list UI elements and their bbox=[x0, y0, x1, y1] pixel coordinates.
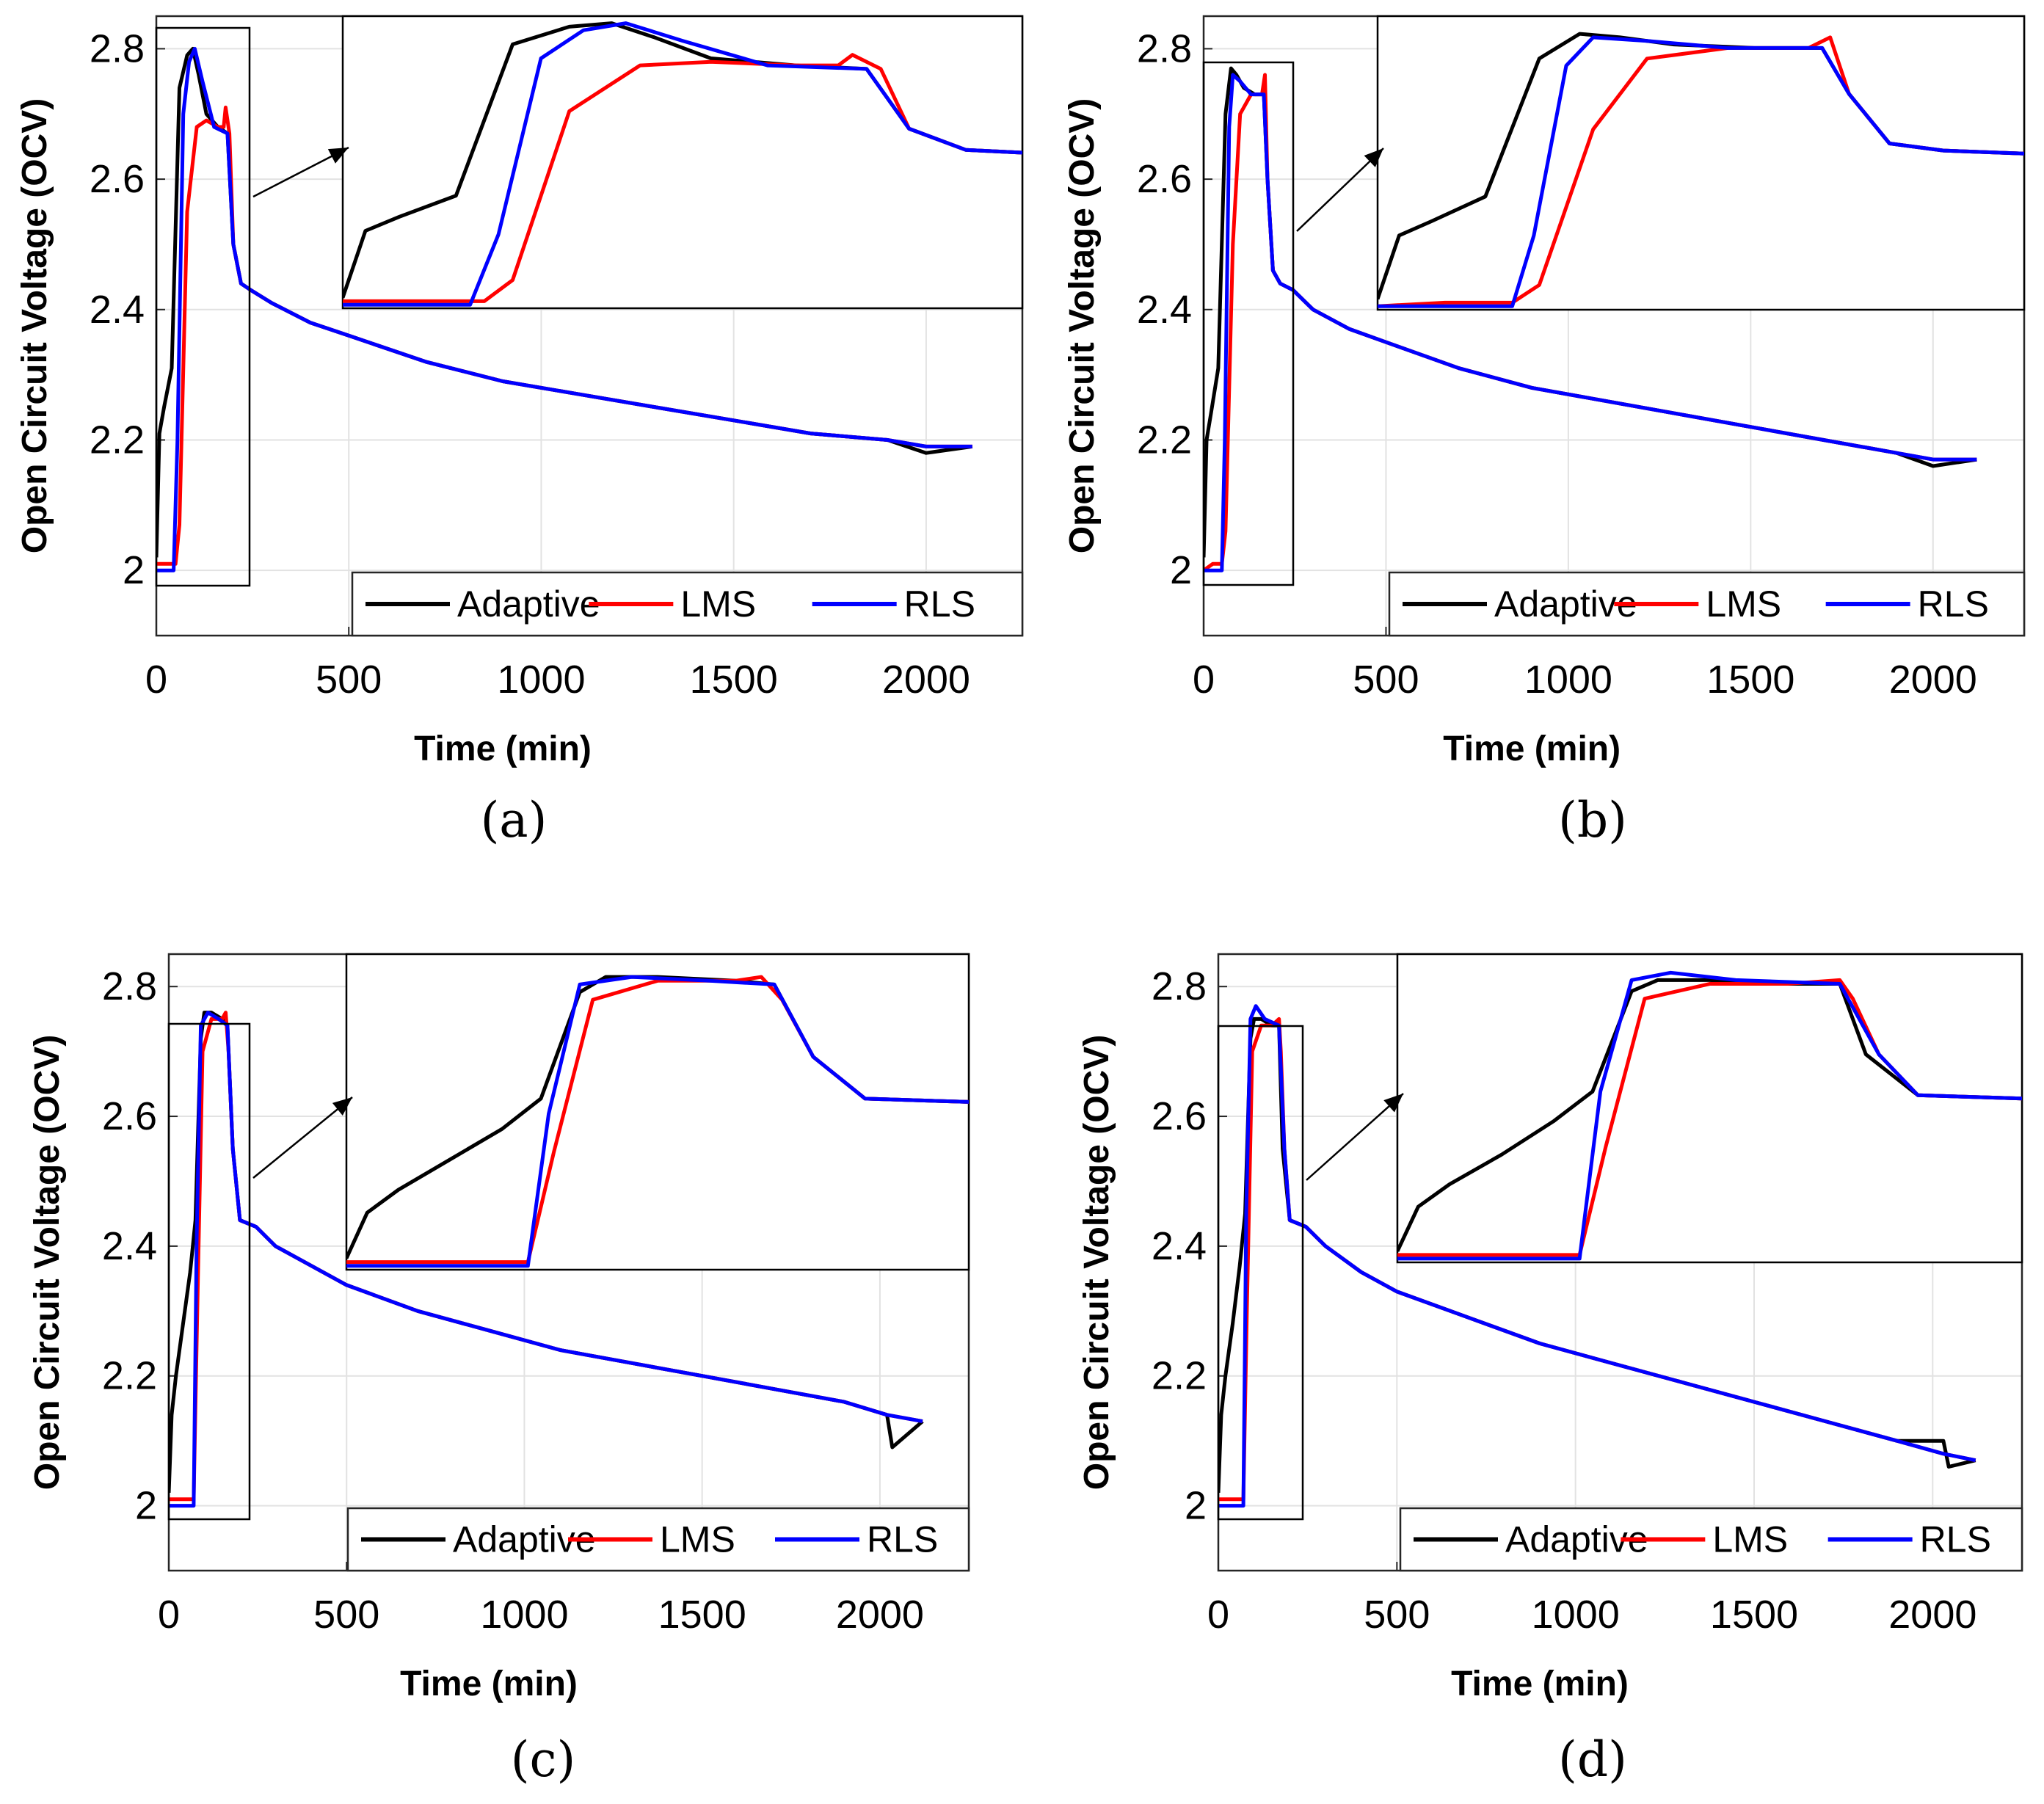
legend-label-adaptive: Adaptive bbox=[457, 583, 600, 625]
x-tick-label: 2000 bbox=[1888, 1593, 1976, 1637]
y-tick-label: 2 bbox=[1170, 548, 1192, 592]
zoom-arrow-head bbox=[1383, 1094, 1403, 1113]
y-tick-label: 2 bbox=[1185, 1484, 1207, 1528]
legend-label-rls: RLS bbox=[1920, 1519, 1991, 1560]
x-tick-label: 1500 bbox=[690, 658, 778, 702]
legend-box bbox=[1399, 1507, 2023, 1572]
y-tick-label: 2.2 bbox=[90, 418, 145, 462]
y-tick-label: 2.4 bbox=[90, 288, 145, 332]
zoom-arrow-head bbox=[1364, 148, 1383, 167]
y-tick-label: 2.6 bbox=[102, 1094, 157, 1138]
zoom-inset bbox=[345, 953, 970, 1271]
chart-panel-2: 0 500 1000 1500 2000 2 2.2 2.4 2.6 2.8 Time (min) O… bbox=[1063, 15, 2026, 848]
x-tick-label: 500 bbox=[316, 658, 382, 702]
legend-label-rls: RLS bbox=[1918, 583, 1989, 625]
legend-box bbox=[1388, 571, 2026, 637]
zoom-arrow bbox=[1306, 1093, 1404, 1181]
chart-panel-4: 0 500 1000 1500 2000 2 2.2 2.4 2.6 2.8 Time (min) O… bbox=[1077, 953, 2023, 1788]
y-tick-label: 2.2 bbox=[102, 1354, 157, 1398]
legend-box bbox=[351, 571, 1024, 637]
x-tick-label: 1000 bbox=[497, 658, 585, 702]
inset-series-line-rls bbox=[1397, 970, 2022, 1261]
y-tick-label: 2 bbox=[135, 1484, 157, 1528]
x-tick-label: 1000 bbox=[1524, 658, 1612, 702]
y-tick-label: 2.4 bbox=[1137, 288, 1192, 332]
y-tick-label: 2.8 bbox=[1152, 964, 1207, 1008]
series-line-rls bbox=[169, 1011, 923, 1508]
x-tick-label: 2000 bbox=[1889, 658, 1977, 702]
zoom-arrow-head bbox=[327, 148, 349, 164]
series-line-rls bbox=[1218, 1004, 1976, 1508]
y-tick-label: 2.8 bbox=[1137, 26, 1192, 70]
y-tick-label: 2.4 bbox=[102, 1224, 157, 1268]
panel-label: (b) bbox=[1558, 792, 1627, 848]
x-tick-label: 500 bbox=[1364, 1593, 1430, 1637]
legend-label-lms: LMS bbox=[660, 1519, 735, 1560]
x-axis-title: Time (min) bbox=[400, 1665, 578, 1703]
y-tick-label: 2 bbox=[123, 548, 145, 592]
inset-series-line-rls bbox=[346, 975, 969, 1268]
inset-series-line-lms bbox=[343, 53, 1022, 303]
zoom-region-box bbox=[167, 1022, 251, 1521]
x-tick-label: 1500 bbox=[658, 1593, 746, 1637]
y-tick-label: 2.6 bbox=[1152, 1094, 1207, 1138]
legend-label-rls: RLS bbox=[904, 583, 975, 625]
series-line-rls bbox=[156, 46, 972, 572]
y-tick-label: 2.6 bbox=[1137, 157, 1192, 201]
x-axis-title: Time (min) bbox=[414, 730, 592, 768]
inset-series-line-rls bbox=[343, 21, 1022, 307]
legend-box bbox=[346, 1507, 970, 1572]
y-tick-label: 2.4 bbox=[1152, 1224, 1207, 1268]
legend-label-rls: RLS bbox=[867, 1519, 938, 1560]
zoom-region-box bbox=[155, 26, 251, 587]
legend-label-adaptive: Adaptive bbox=[1494, 583, 1637, 625]
panel-label: (d) bbox=[1558, 1731, 1627, 1788]
zoom-region-box bbox=[1202, 61, 1295, 586]
zoom-inset bbox=[1396, 953, 2023, 1264]
zoom-arrow bbox=[1296, 148, 1384, 232]
inset-series-line-rls bbox=[1378, 35, 2024, 308]
y-axis-title: Open Circuit Voltage (OCV) bbox=[15, 98, 54, 553]
x-tick-label: 1500 bbox=[1710, 1593, 1798, 1637]
x-tick-label: 1000 bbox=[480, 1593, 568, 1637]
x-tick-label: 0 bbox=[158, 1593, 180, 1637]
y-tick-label: 2.8 bbox=[90, 26, 145, 70]
legend-label-lms: LMS bbox=[1706, 583, 1781, 625]
panel-label: (c) bbox=[511, 1731, 575, 1788]
x-tick-label: 0 bbox=[1207, 1593, 1229, 1637]
y-tick-label: 2.2 bbox=[1152, 1354, 1207, 1398]
zoom-region-box bbox=[1217, 1025, 1304, 1521]
zoom-inset bbox=[341, 15, 1024, 310]
zoom-arrow bbox=[252, 1096, 353, 1179]
zoom-arrow-head bbox=[332, 1097, 352, 1116]
x-tick-label: 1000 bbox=[1532, 1593, 1620, 1637]
inset-series-line-adaptive bbox=[1397, 978, 2022, 1252]
chart-panel-1: 0 500 1000 1500 2000 2 2.2 2.4 2.6 2.8 Time (min) O… bbox=[15, 15, 1024, 848]
legend-label-lms: LMS bbox=[1712, 1519, 1788, 1560]
zoom-inset bbox=[1376, 15, 2026, 311]
x-tick-label: 2000 bbox=[882, 658, 970, 702]
legend-label-lms: LMS bbox=[680, 583, 756, 625]
x-tick-label: 2000 bbox=[836, 1593, 924, 1637]
y-axis-title: Open Circuit Voltage (OCV) bbox=[28, 1035, 67, 1490]
x-tick-label: 500 bbox=[1353, 658, 1419, 702]
x-axis-title: Time (min) bbox=[1451, 1665, 1629, 1703]
x-tick-label: 1500 bbox=[1706, 658, 1794, 702]
y-tick-label: 2.8 bbox=[102, 964, 157, 1008]
chart-panel-3: 0 500 1000 1500 2000 2 2.2 2.4 2.6 2.8 Time (min) O… bbox=[28, 953, 970, 1788]
panel-label: (a) bbox=[481, 792, 548, 848]
y-axis-title: Open Circuit Voltage (OCV) bbox=[1063, 98, 1102, 553]
x-tick-label: 500 bbox=[313, 1593, 379, 1637]
x-tick-label: 0 bbox=[1193, 658, 1215, 702]
x-tick-label: 0 bbox=[145, 658, 167, 702]
y-axis-title: Open Circuit Voltage (OCV) bbox=[1077, 1035, 1116, 1490]
y-tick-label: 2.6 bbox=[90, 157, 145, 201]
y-tick-label: 2.2 bbox=[1137, 418, 1192, 462]
x-axis-title: Time (min) bbox=[1443, 730, 1621, 768]
